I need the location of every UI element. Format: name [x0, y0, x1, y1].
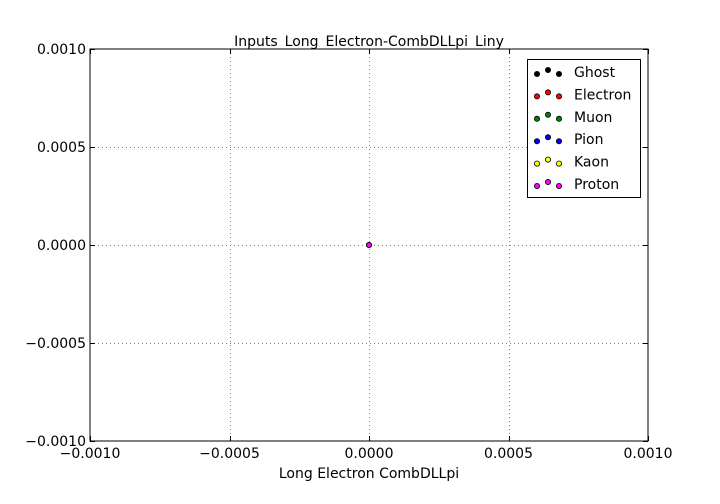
- x-tick-label: 0.0010: [624, 446, 673, 462]
- legend-marker: [556, 160, 563, 167]
- legend-label-proton: Proton: [574, 177, 619, 193]
- x-tick-label: 0.0000: [345, 446, 394, 462]
- x-axis-tick-labels: −0.0010 −0.0005 0.0000 0.0005 0.0010: [60, 446, 673, 462]
- y-tick-label: 0.0000: [37, 238, 86, 254]
- y-tick-label: 0.0010: [37, 42, 86, 58]
- legend-marker: [556, 138, 563, 145]
- legend-marker: [545, 111, 552, 118]
- legend-marker: [534, 115, 541, 122]
- chart-title: Inputs_Long_Electron-CombDLLpi_Liny: [234, 34, 504, 50]
- data-points: [366, 242, 372, 248]
- legend-marker: [534, 182, 541, 189]
- legend-marker: [556, 93, 563, 100]
- x-axis-label: Long Electron CombDLLpi: [279, 466, 459, 482]
- legend-marker: [534, 138, 541, 145]
- legend-marker: [556, 115, 563, 122]
- y-axis-tick-labels: −0.0010 −0.0005 0.0000 0.0005 0.0010: [25, 42, 86, 450]
- y-tick-label: −0.0010: [25, 434, 86, 450]
- legend-marker: [545, 134, 552, 141]
- legend: Ghost Electron Muon Pion Kaon Proton: [527, 59, 641, 198]
- x-tick-label: −0.0005: [199, 446, 260, 462]
- legend-marker: [534, 71, 541, 78]
- axis-ticks: [90, 49, 649, 442]
- x-tick-label: −0.0010: [60, 446, 121, 462]
- legend-label-kaon: Kaon: [574, 155, 609, 171]
- legend-marker: [534, 93, 541, 100]
- legend-label-muon: Muon: [574, 110, 612, 126]
- y-tick-label: −0.0005: [25, 336, 86, 352]
- data-point-proton: [366, 242, 372, 248]
- legend-marker: [556, 182, 563, 189]
- legend-label-electron: Electron: [574, 87, 631, 103]
- legend-marker: [545, 156, 552, 163]
- y-tick-label: 0.0005: [37, 140, 86, 156]
- legend-marker: [534, 160, 541, 167]
- legend-box: [527, 59, 641, 198]
- legend-marker: [545, 67, 552, 74]
- legend-marker: [556, 71, 563, 78]
- legend-label-pion: Pion: [574, 132, 603, 148]
- legend-marker: [545, 178, 552, 185]
- x-tick-label: 0.0005: [484, 446, 533, 462]
- legend-label-ghost: Ghost: [574, 65, 616, 81]
- legend-marker: [545, 89, 552, 96]
